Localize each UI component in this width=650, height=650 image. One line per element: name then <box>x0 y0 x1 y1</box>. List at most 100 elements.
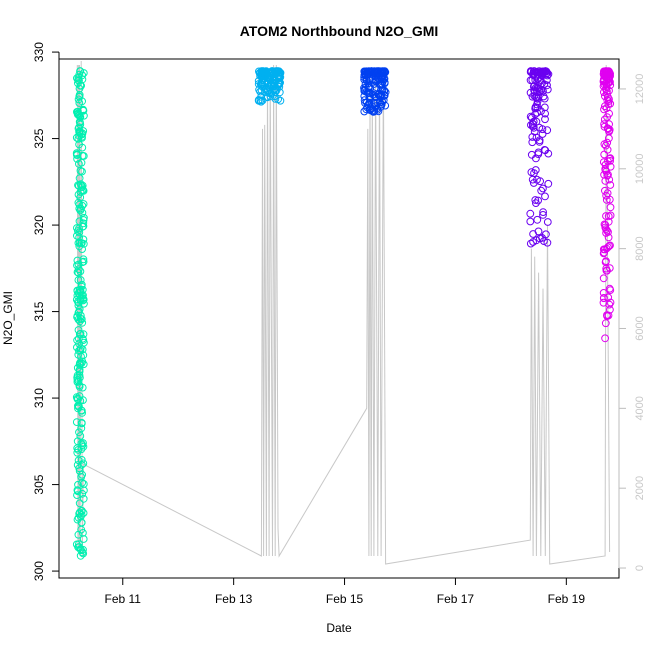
data-point <box>79 509 88 517</box>
data-point <box>544 179 553 188</box>
data-point <box>73 74 81 83</box>
data-point <box>374 107 383 116</box>
data-point <box>601 221 610 230</box>
data-point <box>599 70 608 78</box>
data-point <box>77 455 86 464</box>
data-point <box>601 177 610 185</box>
data-point <box>543 218 552 226</box>
data-point <box>599 274 608 283</box>
data-point <box>374 71 383 80</box>
data-point <box>360 84 368 92</box>
data-point <box>599 289 608 297</box>
data-point <box>372 83 381 92</box>
data-point <box>72 133 81 142</box>
data-point <box>74 530 83 539</box>
data-point <box>77 424 86 433</box>
data-point <box>529 238 537 246</box>
data-point <box>73 231 81 240</box>
data-point <box>74 298 83 307</box>
altitude-layer <box>76 60 611 565</box>
data-point <box>275 67 283 76</box>
data-point <box>602 257 610 266</box>
data-point <box>539 184 547 193</box>
data-point <box>606 203 615 212</box>
data-point <box>75 403 83 411</box>
data-point <box>73 336 81 345</box>
data-point <box>74 456 83 465</box>
data-point <box>73 256 82 265</box>
data-point <box>79 535 88 543</box>
data-point <box>79 296 87 305</box>
x-axis: Feb 11 Feb 13 Feb 15 Feb 17 Feb 19 <box>105 577 585 606</box>
data-point <box>526 239 535 248</box>
series-flight-3 <box>360 67 390 116</box>
data-point <box>75 428 83 437</box>
data-point <box>537 71 546 79</box>
data-point <box>78 470 86 479</box>
data-point <box>77 204 85 213</box>
data-point <box>526 88 535 97</box>
data-point <box>79 494 88 503</box>
data-point <box>77 239 86 248</box>
data-point <box>74 239 83 247</box>
y-tick-label: 320 <box>32 215 46 235</box>
series-flight-4 <box>526 67 553 248</box>
data-point <box>75 499 84 508</box>
data-point <box>79 69 88 77</box>
data-point <box>533 108 541 117</box>
data-point <box>76 373 84 382</box>
data-point <box>72 150 81 159</box>
data-point <box>541 115 549 124</box>
data-point <box>531 103 540 111</box>
points-layer <box>72 67 615 560</box>
data-point <box>543 81 551 90</box>
data-point <box>527 121 535 129</box>
y-tick-label: 310 <box>32 388 46 408</box>
data-point <box>599 294 608 303</box>
data-point <box>539 69 547 77</box>
data-point <box>271 95 280 103</box>
y2-tick-label: 6000 <box>634 316 646 340</box>
data-point <box>602 191 611 200</box>
y-tick-label: 315 <box>32 301 46 321</box>
data-point <box>76 81 85 90</box>
data-point <box>372 92 381 101</box>
data-point <box>73 364 82 372</box>
data-point <box>74 268 83 277</box>
altitude-line <box>76 60 611 565</box>
data-point <box>380 78 389 87</box>
data-point <box>532 199 540 208</box>
data-point <box>605 300 614 309</box>
data-point <box>362 75 371 84</box>
data-point <box>601 186 609 195</box>
data-point <box>79 219 88 228</box>
y2-tick-label: 10000 <box>634 153 646 184</box>
data-point <box>526 209 535 218</box>
data-point <box>602 196 611 204</box>
data-point <box>78 151 87 160</box>
data-point <box>605 264 614 273</box>
data-point <box>77 518 86 527</box>
data-point <box>75 140 83 149</box>
data-point <box>602 141 610 150</box>
data-point <box>537 186 546 195</box>
data-point <box>604 243 612 252</box>
data-point <box>75 382 84 391</box>
data-point <box>532 133 541 142</box>
data-point <box>77 418 86 427</box>
data-point <box>544 149 553 158</box>
data-point <box>75 346 83 355</box>
data-point <box>79 222 88 231</box>
data-point <box>78 489 87 498</box>
data-point <box>606 181 615 189</box>
data-point <box>255 85 264 94</box>
data-point <box>532 154 540 163</box>
data-point <box>604 233 613 242</box>
data-point <box>604 212 613 221</box>
data-point <box>74 334 83 343</box>
data-point <box>599 298 608 307</box>
data-point <box>79 439 87 447</box>
data-point <box>530 82 539 90</box>
data-point <box>600 140 609 149</box>
